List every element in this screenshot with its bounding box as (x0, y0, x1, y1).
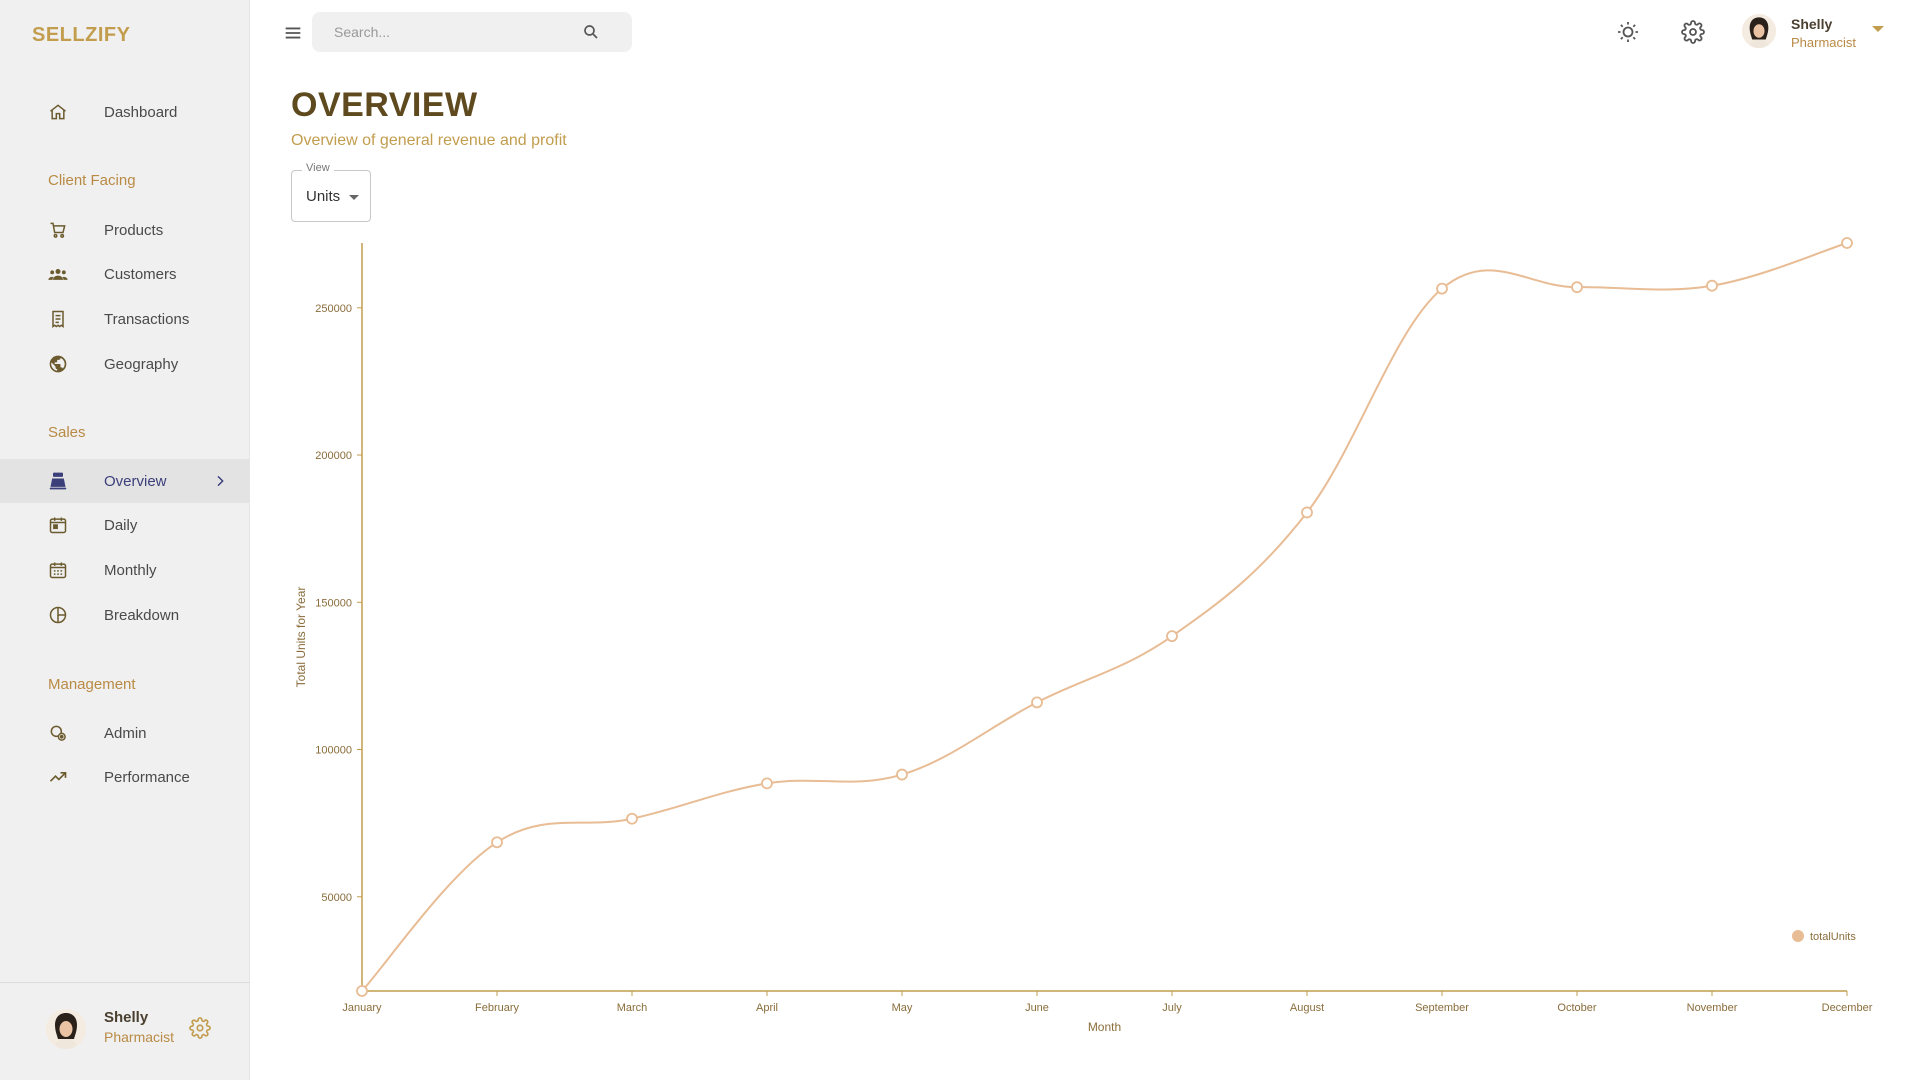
sidebar-item-label: Performance (104, 768, 190, 786)
view-select-label: View (302, 162, 334, 174)
sidebar-item-transactions[interactable]: Transactions (0, 297, 250, 341)
user-name[interactable]: Shelly (1791, 16, 1833, 32)
search-input[interactable] (334, 12, 584, 52)
data-point (1571, 281, 1583, 294)
x-tick-label: October (1557, 1002, 1596, 1014)
settings-icon[interactable] (1681, 20, 1705, 44)
sidebar-item-breakdown[interactable]: Breakdown (0, 593, 250, 637)
sidebar-item-dashboard[interactable]: Dashboard (0, 90, 250, 134)
legend-marker-totalUnits (1792, 930, 1804, 942)
sidebar-item-label: Dashboard (104, 103, 178, 121)
light-mode-icon[interactable] (1616, 20, 1640, 44)
y-tick-label: 200000 (315, 450, 352, 462)
pie-chart-icon (48, 605, 68, 625)
data-point (1841, 237, 1853, 249)
y-tick-label: 100000 (315, 745, 352, 757)
page-title: OVERVIEW (291, 86, 478, 124)
view-select-value: Units (306, 188, 341, 205)
sidebar-item-geography[interactable]: Geography (0, 342, 250, 386)
sidebar-item-admin[interactable]: Admin (0, 711, 250, 755)
calendar-month-icon (48, 560, 68, 580)
data-point (896, 768, 908, 781)
avatar[interactable] (46, 1009, 86, 1049)
sidebar-item-monthly[interactable]: Monthly (0, 548, 250, 592)
x-tick-label: April (756, 1002, 778, 1014)
data-point (1436, 282, 1448, 295)
data-point (1031, 696, 1043, 709)
gear-icon[interactable] (189, 1017, 211, 1039)
home-icon (48, 102, 68, 122)
brand-logo[interactable]: SELLZIFY (32, 24, 131, 46)
x-tick-label: November (1687, 1002, 1738, 1014)
data-point (1706, 279, 1718, 292)
globe-icon (48, 354, 68, 374)
sidebar-item-daily[interactable]: Daily (0, 503, 250, 547)
x-tick-label: June (1025, 1002, 1049, 1014)
arrow-drop-down-icon[interactable] (1872, 26, 1884, 32)
user-role: Pharmacist (104, 1029, 175, 1045)
sidebar-item-label: Transactions (104, 310, 190, 328)
x-tick-label: September (1415, 1002, 1469, 1014)
view-select[interactable]: View Units (291, 162, 371, 222)
cart-icon (48, 220, 68, 240)
point-of-sale-icon (48, 471, 68, 491)
section-label-management: Management (48, 676, 136, 693)
y-tick-label: 150000 (315, 597, 352, 609)
data-point (1301, 506, 1313, 519)
sidebar-item-label: Breakdown (104, 606, 180, 624)
legend-label-totalUnits: totalUnits (1810, 931, 1856, 943)
sidebar-item-label: Overview (104, 472, 167, 490)
y-axis-label: Total Units for Year (294, 587, 308, 688)
sidebar: SELLZIFY Dashboard Client Facing Product… (0, 0, 250, 1080)
x-tick-label: July (1162, 1002, 1182, 1014)
sidebar-item-label: Monthly (104, 561, 157, 579)
sidebar-item-performance[interactable]: Performance (0, 755, 250, 799)
arrow-drop-down-icon (349, 195, 359, 200)
section-label-client-facing: Client Facing (48, 172, 136, 189)
overview-line-chart: 50000 100000 150000 200000 250000 January Febr… (294, 237, 1873, 1034)
search-icon[interactable] (582, 23, 600, 41)
sidebar-item-overview[interactable]: Overview (0, 459, 250, 503)
sidebar-user-profile: Shelly Pharmacist (0, 982, 250, 1080)
data-point (1166, 630, 1178, 643)
x-tick-label: February (475, 1002, 520, 1014)
sidebar-item-label: Geography (104, 355, 179, 373)
page-subtitle: Overview of general revenue and profit (291, 132, 567, 149)
sidebar-item-customers[interactable]: Customers (0, 252, 250, 296)
x-tick-label: March (617, 1002, 648, 1014)
x-tick-label: August (1290, 1002, 1324, 1014)
group-icon (48, 264, 68, 284)
menu-icon[interactable] (282, 22, 304, 44)
series-line-totalUnits (361, 242, 1848, 992)
admin-settings-icon (48, 723, 68, 743)
x-axis-label: Month (1088, 1020, 1121, 1034)
sidebar-item-products[interactable]: Products (0, 208, 250, 252)
user-name: Shelly (104, 1009, 149, 1026)
y-tick-label: 250000 (315, 303, 352, 315)
x-tick-label: December (1822, 1002, 1873, 1014)
user-role: Pharmacist (1791, 35, 1857, 50)
chevron-right-icon (212, 473, 228, 489)
search-bar (312, 12, 632, 52)
data-point (761, 777, 773, 790)
calendar-day-icon (48, 515, 68, 535)
sidebar-item-label: Customers (104, 265, 177, 283)
avatar[interactable] (1742, 14, 1776, 48)
sidebar-item-label: Daily (104, 516, 138, 534)
x-tick-label: January (342, 1002, 382, 1014)
section-label-sales: Sales (48, 424, 86, 441)
x-tick-label: May (892, 1002, 913, 1014)
data-point (626, 812, 638, 825)
data-point (356, 985, 368, 997)
sidebar-item-label: Admin (104, 724, 147, 742)
data-point (491, 836, 503, 849)
sidebar-item-label: Products (104, 221, 164, 239)
y-tick-label: 50000 (321, 892, 352, 904)
receipt-icon (48, 309, 68, 329)
trending-up-icon (48, 767, 68, 787)
